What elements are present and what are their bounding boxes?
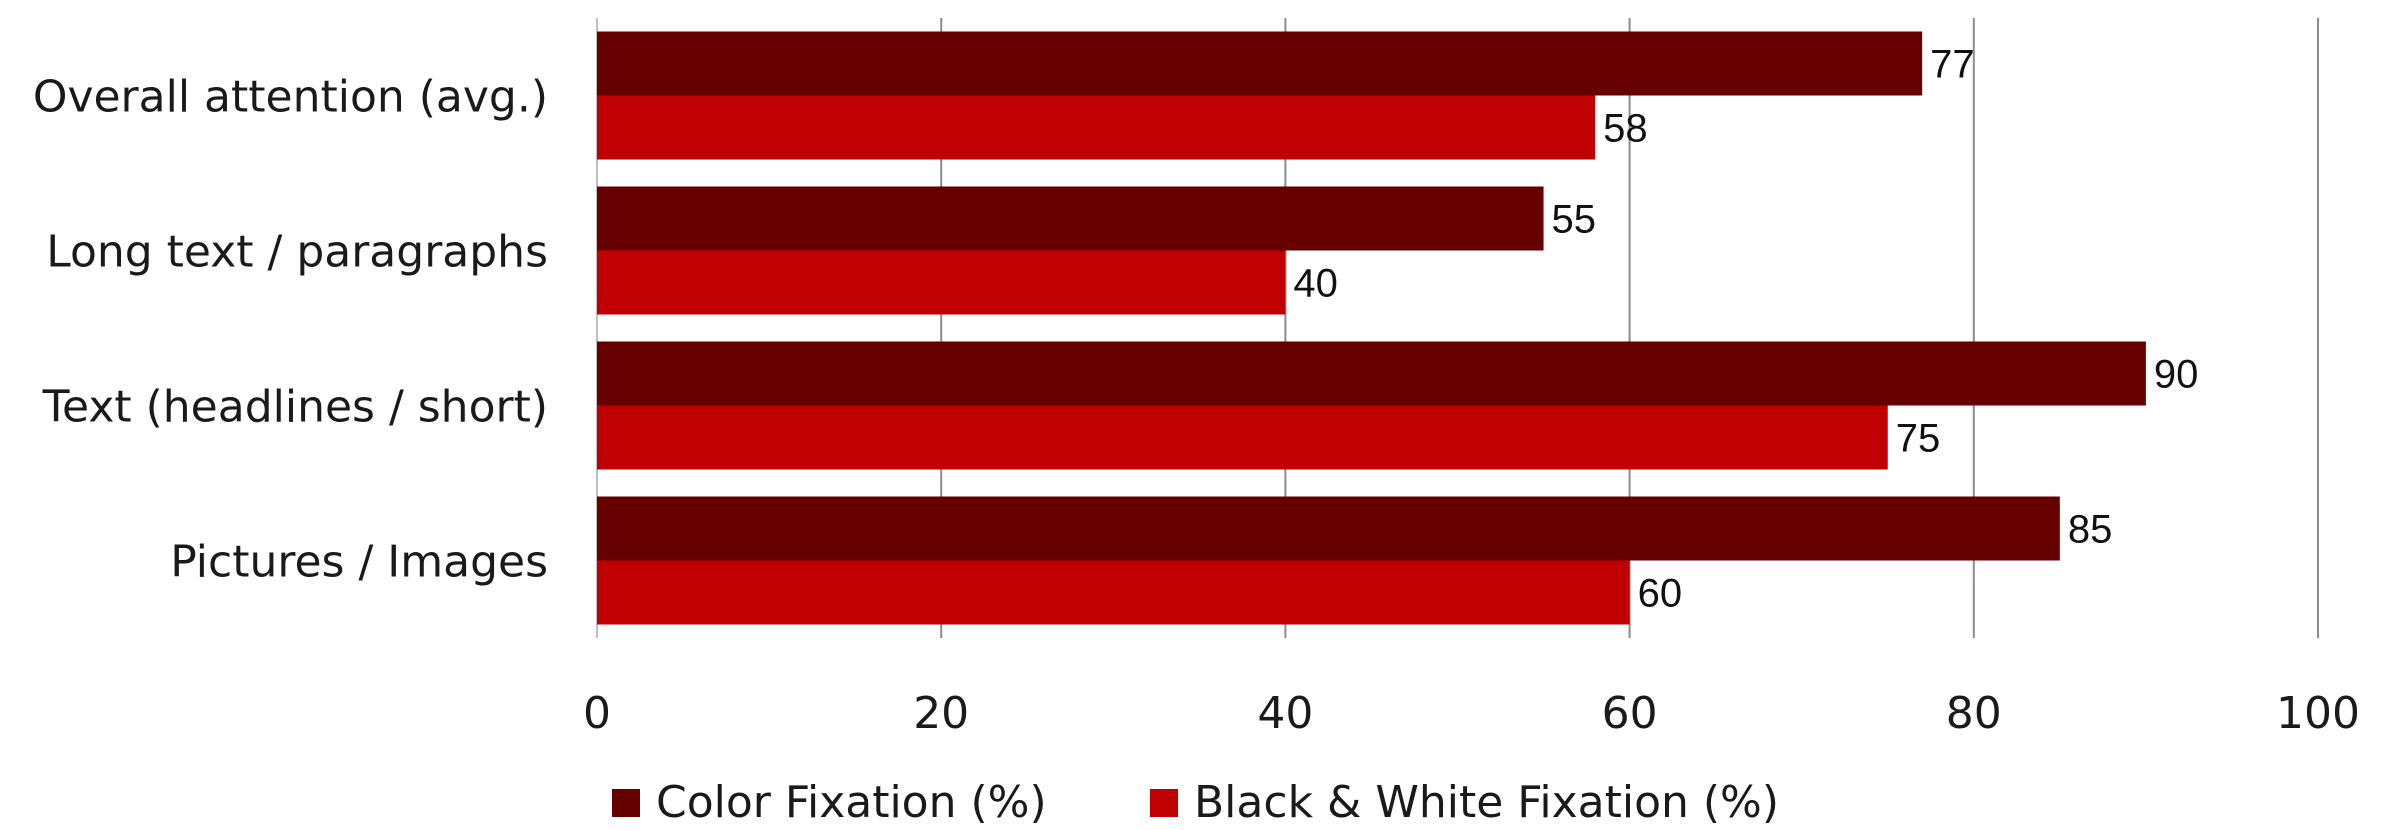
x-tick-label: 60 [1602,688,1658,739]
bar [597,95,1596,160]
data-label: 40 [1293,262,1338,306]
bar [597,250,1286,315]
legend-label: Color Fixation (%) [656,777,1047,828]
value-labels: 77 58 55 40 90 75 85 60 [1293,43,2198,616]
bar [597,496,2060,561]
category-label: Long text / paragraphs [46,227,548,278]
bar [597,405,1888,470]
data-label: 58 [1603,107,1648,151]
x-tick-label: 100 [2276,688,2360,739]
category-label: Overall attention (avg.) [33,72,548,123]
x-tick-label: 0 [583,688,611,739]
bar [597,31,1923,96]
legend-label: Black & White Fixation (%) [1194,777,1779,828]
category-labels: Overall attention (avg.) Long text / para… [33,72,548,588]
x-axis-tick-labels: 0 20 40 60 80 100 [583,688,2360,739]
legend-swatch [612,789,640,817]
data-label: 60 [1638,572,1683,616]
data-label: 55 [1552,198,1597,242]
category-label: Pictures / Images [170,537,548,588]
x-tick-label: 40 [1257,688,1313,739]
bars [597,31,2146,625]
legend-swatch [1150,789,1178,817]
data-label: 77 [1930,43,1975,87]
bar [597,560,1630,625]
bar [597,186,1544,251]
category-label: Text (headlines / short) [42,382,548,433]
bar [597,341,2146,406]
data-label: 75 [1896,417,1941,461]
x-tick-label: 20 [913,688,969,739]
legend: Color Fixation (%) Black & White Fixation… [612,777,1779,828]
x-tick-label: 80 [1946,688,2002,739]
data-label: 85 [2068,508,2113,552]
data-label: 90 [2154,353,2199,397]
